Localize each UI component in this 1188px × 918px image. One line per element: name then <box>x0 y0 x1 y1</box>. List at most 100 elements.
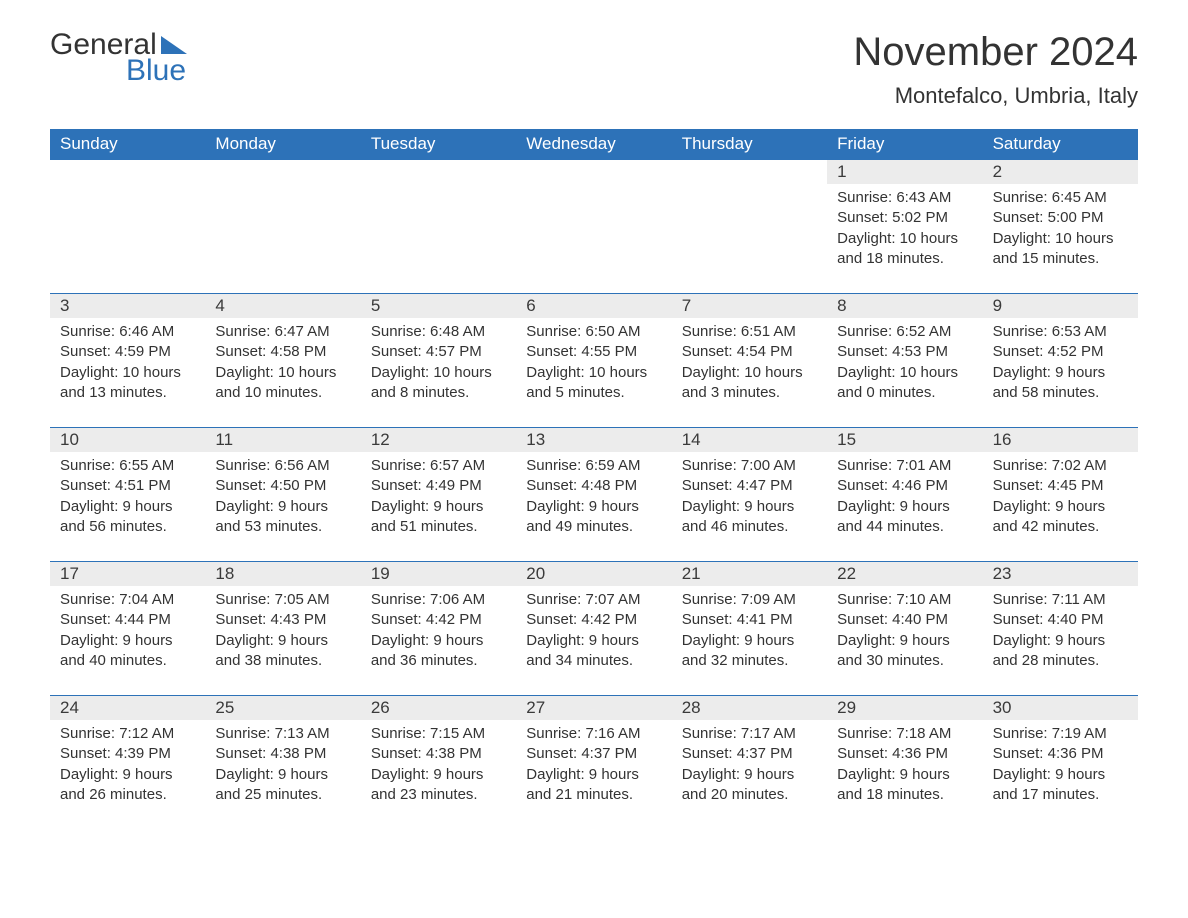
sunrise-text: Sunrise: 7:13 AM <box>215 724 350 744</box>
day-number: 14 <box>672 428 827 452</box>
sunset-text: Sunset: 4:59 PM <box>60 342 195 362</box>
day-number: 10 <box>50 428 205 452</box>
sunset-text: Sunset: 4:50 PM <box>215 476 350 496</box>
week-content-row: Sunrise: 6:55 AMSunset: 4:51 PMDaylight:… <box>50 452 1138 537</box>
sunset-text: Sunset: 5:00 PM <box>993 208 1128 228</box>
day-cell <box>672 184 827 269</box>
daylight-text: Daylight: 10 hours and 5 minutes. <box>526 363 661 404</box>
day-number: 3 <box>50 294 205 318</box>
weekday-header: Monday <box>205 129 360 159</box>
day-cell: Sunrise: 6:57 AMSunset: 4:49 PMDaylight:… <box>361 452 516 537</box>
sunset-text: Sunset: 4:57 PM <box>371 342 506 362</box>
day-cell: Sunrise: 6:51 AMSunset: 4:54 PMDaylight:… <box>672 318 827 403</box>
day-cell: Sunrise: 7:00 AMSunset: 4:47 PMDaylight:… <box>672 452 827 537</box>
sunrise-text: Sunrise: 7:07 AM <box>526 590 661 610</box>
sunset-text: Sunset: 4:39 PM <box>60 744 195 764</box>
daynum-band: 12 <box>50 160 1138 184</box>
sunset-text: Sunset: 4:36 PM <box>837 744 972 764</box>
daylight-text: Daylight: 9 hours and 58 minutes. <box>993 363 1128 404</box>
daynum-band: 3456789 <box>50 294 1138 318</box>
day-cell: Sunrise: 7:18 AMSunset: 4:36 PMDaylight:… <box>827 720 982 805</box>
daylight-text: Daylight: 9 hours and 42 minutes. <box>993 497 1128 538</box>
week-content-row: Sunrise: 6:43 AMSunset: 5:02 PMDaylight:… <box>50 184 1138 269</box>
daylight-text: Daylight: 9 hours and 34 minutes. <box>526 631 661 672</box>
daylight-text: Daylight: 9 hours and 36 minutes. <box>371 631 506 672</box>
daynum-band: 10111213141516 <box>50 428 1138 452</box>
sunrise-text: Sunrise: 7:09 AM <box>682 590 817 610</box>
sunset-text: Sunset: 4:37 PM <box>526 744 661 764</box>
day-number: 28 <box>672 696 827 720</box>
daylight-text: Daylight: 9 hours and 25 minutes. <box>215 765 350 806</box>
weekday-header-row: SundayMondayTuesdayWednesdayThursdayFrid… <box>50 129 1138 159</box>
sunset-text: Sunset: 4:48 PM <box>526 476 661 496</box>
day-cell: Sunrise: 6:47 AMSunset: 4:58 PMDaylight:… <box>205 318 360 403</box>
weekday-header: Friday <box>827 129 982 159</box>
day-number: 1 <box>827 160 982 184</box>
sunset-text: Sunset: 4:44 PM <box>60 610 195 630</box>
daylight-text: Daylight: 9 hours and 32 minutes. <box>682 631 817 672</box>
day-number: 16 <box>983 428 1138 452</box>
day-number: 19 <box>361 562 516 586</box>
week-row: 3456789 Sunrise: 6:46 AMSunset: 4:59 PM Da… <box>50 293 1138 403</box>
sunrise-text: Sunrise: 7:19 AM <box>993 724 1128 744</box>
sunset-text: Sunset: 5:02 PM <box>837 208 972 228</box>
week-content-row: Sunrise: 7:04 AMSunset: 4:44 PMDaylight:… <box>50 586 1138 671</box>
sunrise-text: Sunrise: 6:48 AM <box>371 322 506 342</box>
day-cell: Sunrise: 6:53 AMSunset: 4:52 PMDaylight:… <box>983 318 1138 403</box>
sunrise-text: Sunrise: 6:59 AM <box>526 456 661 476</box>
day-cell: Sunrise: 7:05 AMSunset: 4:43 PMDaylight:… <box>205 586 360 671</box>
daylight-text: Daylight: 10 hours and 10 minutes. <box>215 363 350 404</box>
day-cell: Sunrise: 7:06 AMSunset: 4:42 PMDaylight:… <box>361 586 516 671</box>
day-cell: Sunrise: 6:59 AMSunset: 4:48 PMDaylight:… <box>516 452 671 537</box>
sunrise-text: Sunrise: 7:02 AM <box>993 456 1128 476</box>
week-row: 17181920212223Sunrise: 7:04 AMSunset: 4:… <box>50 561 1138 671</box>
sunrise-text: Sunrise: 6:53 AM <box>993 322 1128 342</box>
day-number: 24 <box>50 696 205 720</box>
sunset-text: Sunset: 4:45 PM <box>993 476 1128 496</box>
day-number <box>50 160 205 184</box>
weekday-header: Tuesday <box>361 129 516 159</box>
day-number: 9 <box>983 294 1138 318</box>
sunset-text: Sunset: 4:40 PM <box>837 610 972 630</box>
daylight-text: Daylight: 9 hours and 18 minutes. <box>837 765 972 806</box>
day-number <box>205 160 360 184</box>
sunset-text: Sunset: 4:54 PM <box>682 342 817 362</box>
sunset-text: Sunset: 4:42 PM <box>371 610 506 630</box>
daylight-text: Daylight: 9 hours and 53 minutes. <box>215 497 350 538</box>
day-number <box>361 160 516 184</box>
day-number <box>516 160 671 184</box>
daynum-band: 24252627282930 <box>50 696 1138 720</box>
sunrise-text: Sunrise: 6:46 AM <box>60 322 195 342</box>
daylight-text: Daylight: 9 hours and 49 minutes. <box>526 497 661 538</box>
day-number: 27 <box>516 696 671 720</box>
week-row: 24252627282930Sunrise: 7:12 AMSunset: 4:… <box>50 695 1138 805</box>
sunrise-text: Sunrise: 7:05 AM <box>215 590 350 610</box>
sunset-text: Sunset: 4:51 PM <box>60 476 195 496</box>
sunset-text: Sunset: 4:43 PM <box>215 610 350 630</box>
day-number: 26 <box>361 696 516 720</box>
sunset-text: Sunset: 4:42 PM <box>526 610 661 630</box>
sunrise-text: Sunrise: 7:06 AM <box>371 590 506 610</box>
daylight-text: Daylight: 10 hours and 18 minutes. <box>837 229 972 270</box>
day-number: 21 <box>672 562 827 586</box>
page-header: General Blue November 2024 Montefalco, U… <box>50 30 1138 109</box>
day-number: 5 <box>361 294 516 318</box>
daylight-text: Daylight: 9 hours and 51 minutes. <box>371 497 506 538</box>
day-cell: Sunrise: 6:43 AMSunset: 5:02 PMDaylight:… <box>827 184 982 269</box>
daylight-text: Daylight: 9 hours and 38 minutes. <box>215 631 350 672</box>
day-number: 11 <box>205 428 360 452</box>
sunset-text: Sunset: 4:53 PM <box>837 342 972 362</box>
daylight-text: Daylight: 10 hours and 0 minutes. <box>837 363 972 404</box>
daylight-text: Daylight: 9 hours and 44 minutes. <box>837 497 972 538</box>
sunrise-text: Sunrise: 7:18 AM <box>837 724 972 744</box>
day-number: 29 <box>827 696 982 720</box>
sunrise-text: Sunrise: 6:47 AM <box>215 322 350 342</box>
sunrise-text: Sunrise: 7:17 AM <box>682 724 817 744</box>
sunset-text: Sunset: 4:55 PM <box>526 342 661 362</box>
sunset-text: Sunset: 4:46 PM <box>837 476 972 496</box>
day-cell: Sunrise: 6:45 AMSunset: 5:00 PMDaylight:… <box>983 184 1138 269</box>
day-number: 18 <box>205 562 360 586</box>
week-row: 10111213141516Sunrise: 6:55 AMSunset: 4:… <box>50 427 1138 537</box>
day-cell: Sunrise: 6:55 AMSunset: 4:51 PMDaylight:… <box>50 452 205 537</box>
daylight-text: Daylight: 9 hours and 23 minutes. <box>371 765 506 806</box>
